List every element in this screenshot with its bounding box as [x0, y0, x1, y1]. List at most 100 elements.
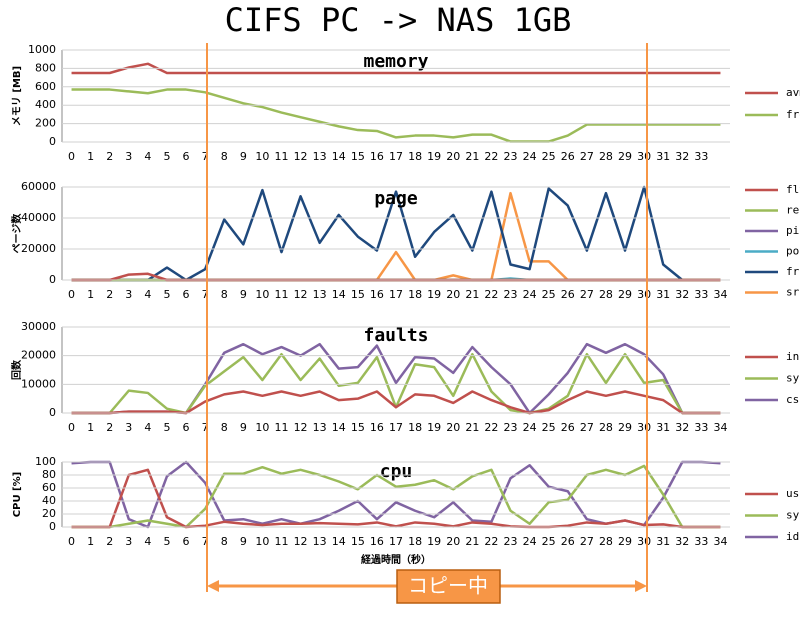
y-tick-label: 20000: [21, 242, 56, 255]
x-tick-label: 5: [163, 150, 170, 163]
x-tick-label: 17: [389, 421, 403, 434]
series-line: [71, 464, 721, 529]
annotation: コピー中: [408, 574, 488, 598]
legend-label: in: [786, 350, 799, 363]
x-tick-label: 1: [87, 421, 94, 434]
x-tick-label: 18: [408, 535, 422, 548]
x-tick-label: 19: [427, 150, 441, 163]
x-tick-label: 12: [294, 535, 308, 548]
x-tick-label: 4: [144, 150, 151, 163]
y-axis-label: メモリ [MB]: [11, 66, 23, 126]
y-tick-label: 60000: [21, 180, 56, 193]
x-tick-label: 5: [163, 535, 170, 548]
x-tick-label: 16: [370, 421, 384, 434]
y-axis-label: 回数: [10, 359, 23, 380]
x-tick-label: 14: [332, 150, 346, 163]
x-tick-label: 28: [599, 421, 613, 434]
x-tick-label: 26: [561, 535, 575, 548]
x-tick-label: 18: [408, 288, 422, 301]
x-tick-label: 21: [465, 421, 479, 434]
legend-label: sy: [786, 509, 800, 522]
x-tick-label: 12: [294, 421, 308, 434]
x-tick-label: 22: [484, 288, 498, 301]
x-tick-label: 31: [656, 535, 670, 548]
x-tick-label: 0: [68, 150, 75, 163]
chart-title: faults: [363, 325, 428, 346]
y-tick-label: 0: [49, 273, 56, 286]
x-tick-label: 2: [106, 150, 113, 163]
legend-label: sr: [786, 286, 800, 299]
x-tick-label: 33: [694, 535, 708, 548]
chart-title: memory: [363, 51, 428, 72]
x-tick-label: 21: [465, 150, 479, 163]
x-tick-label: 23: [504, 421, 518, 434]
x-tick-label: 17: [389, 288, 403, 301]
x-tick-label: 33: [694, 421, 708, 434]
x-tick-label: 1: [87, 150, 94, 163]
x-tick-label: 24: [523, 421, 537, 434]
x-tick-label: 32: [675, 288, 689, 301]
annotation-box: [396, 569, 501, 604]
x-tick-label: 20: [446, 150, 460, 163]
x-tick-label: 4: [144, 535, 151, 548]
x-tick-label: 6: [183, 150, 190, 163]
x-tick-label: 21: [465, 288, 479, 301]
x-tick-label: 13: [313, 288, 327, 301]
x-tick-label: 11: [274, 150, 288, 163]
x-tick-label: 29: [618, 150, 632, 163]
y-tick-label: 40000: [21, 211, 56, 224]
x-tick-label: 22: [484, 150, 498, 163]
y-tick-label: 20: [42, 507, 56, 520]
x-tick-label: 0: [68, 535, 75, 548]
x-tick-label: 26: [561, 150, 575, 163]
x-tick-label: 2: [106, 421, 113, 434]
x-tick-label: 31: [656, 288, 670, 301]
x-tick-label: 10: [255, 421, 269, 434]
x-tick-label: 31: [656, 421, 670, 434]
x-tick-label: 29: [618, 535, 632, 548]
y-tick-label: 400: [35, 98, 56, 111]
x-tick-label: 24: [523, 288, 537, 301]
x-tick-label: 11: [274, 288, 288, 301]
y-axis-label: ページ数: [10, 213, 23, 254]
y-tick-label: 10000: [21, 377, 56, 390]
x-tick-label: 16: [370, 288, 384, 301]
x-tick-label: 32: [675, 535, 689, 548]
x-tick-label: 12: [294, 288, 308, 301]
series-line: [71, 272, 721, 282]
y-tick-label: 40: [42, 494, 56, 507]
arrow-head: [207, 580, 219, 592]
x-tick-label: 7: [202, 288, 209, 301]
chart-title: page: [374, 188, 418, 209]
y-tick-label: 200: [35, 117, 56, 130]
legend-label: cs: [786, 393, 799, 406]
x-tick-label: 16: [370, 150, 384, 163]
legend-label: pi: [786, 224, 799, 237]
x-tick-label: 7: [202, 150, 209, 163]
x-tick-label: 4: [144, 288, 151, 301]
x-tick-label: 30: [637, 535, 651, 548]
legend-label: us: [786, 487, 799, 500]
y-tick-label: 600: [35, 80, 56, 93]
x-tick-label: 27: [580, 288, 594, 301]
series-line: [71, 185, 684, 282]
x-tick-label: 24: [523, 535, 537, 548]
legend-label: sy: [786, 372, 800, 385]
legend-label: fr: [786, 265, 800, 278]
x-tick-label: 27: [580, 535, 594, 548]
x-tick-label: 11: [274, 535, 288, 548]
x-tick-label: 6: [183, 288, 190, 301]
x-tick-label: 34: [713, 288, 727, 301]
x-tick-label: 15: [351, 288, 365, 301]
x-tick-label: 19: [427, 535, 441, 548]
x-tick-label: 23: [504, 150, 518, 163]
x-tick-label: 14: [332, 288, 346, 301]
x-tick-label: 12: [294, 150, 308, 163]
x-tick-label: 3: [125, 150, 132, 163]
y-tick-label: 0: [49, 520, 56, 533]
x-tick-label: 14: [332, 421, 346, 434]
x-tick-label: 22: [484, 421, 498, 434]
x-tick-label: 21: [465, 535, 479, 548]
series-line: [71, 62, 721, 75]
